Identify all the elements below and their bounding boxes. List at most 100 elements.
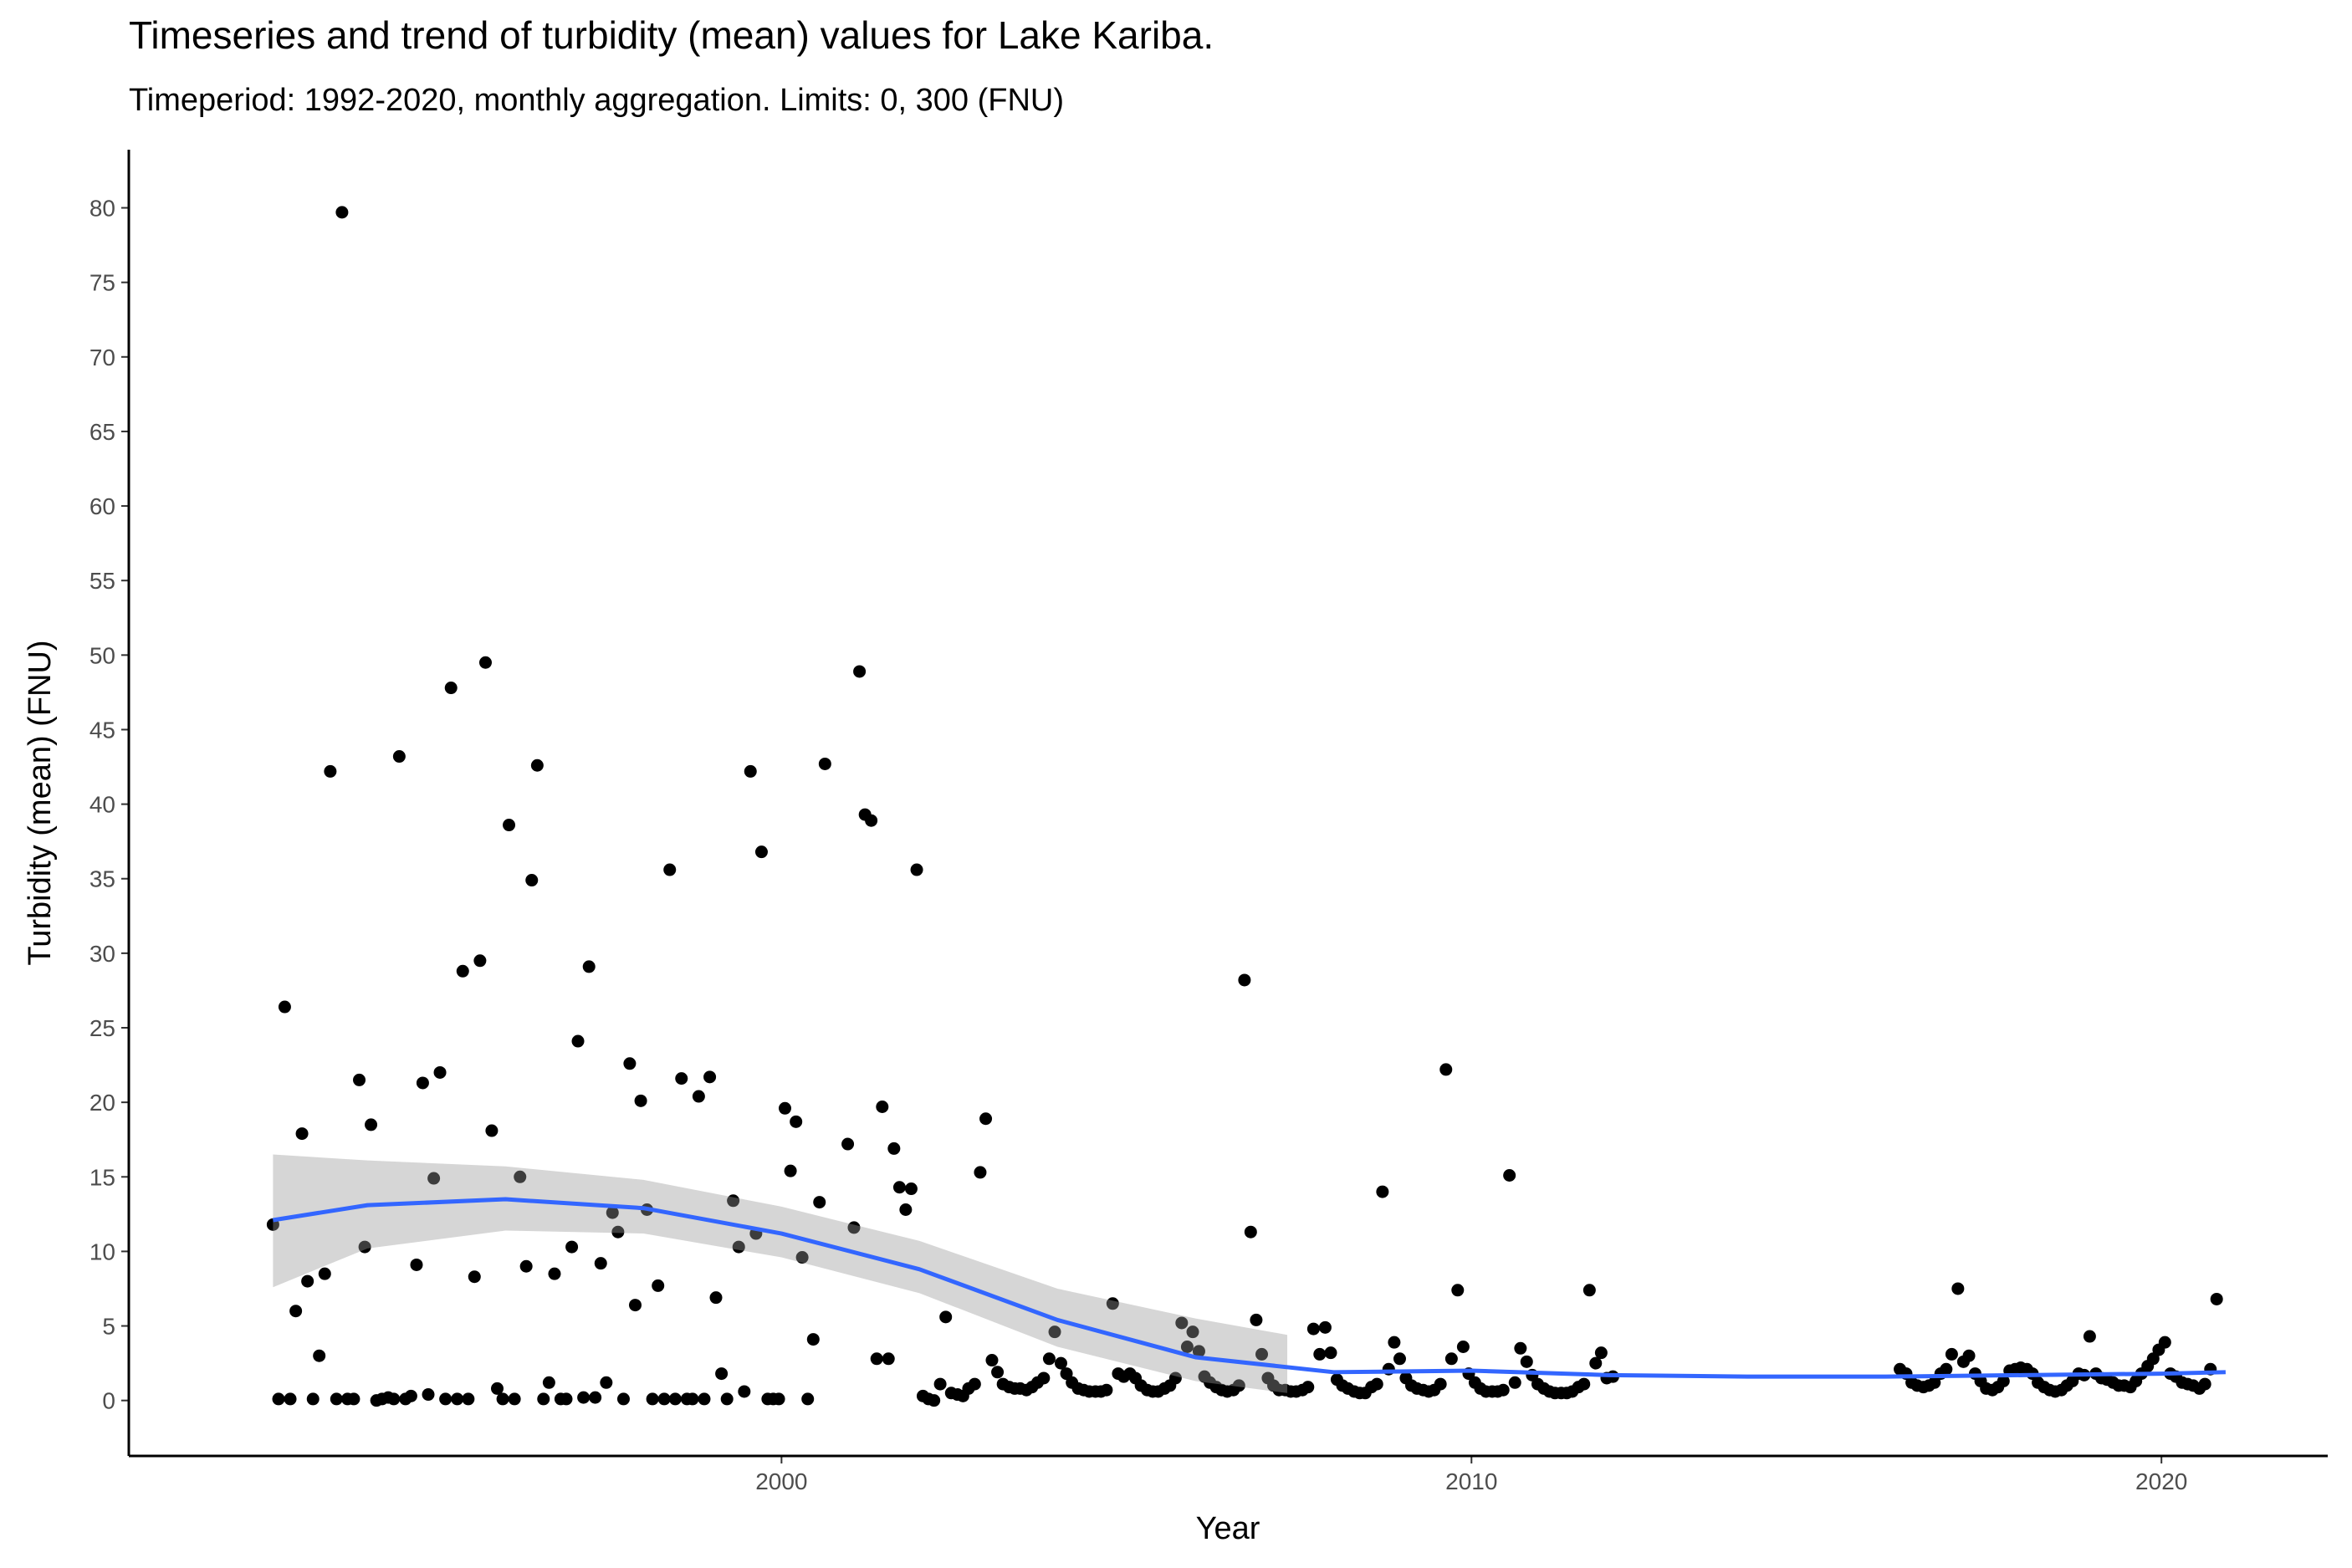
data-point: [1192, 1345, 1205, 1358]
data-point: [416, 1076, 429, 1090]
data-point: [537, 1392, 550, 1406]
data-point: [1928, 1376, 1941, 1389]
data-point: [1054, 1356, 1067, 1370]
data-point: [933, 1377, 947, 1391]
data-point: [853, 665, 867, 678]
data-point: [335, 206, 349, 219]
data-point: [968, 1377, 981, 1391]
data-point: [1238, 973, 1251, 987]
data-point: [289, 1305, 303, 1318]
data-point: [392, 750, 406, 764]
data-point: [1589, 1356, 1603, 1370]
data-point: [876, 1100, 889, 1113]
data-point: [530, 758, 544, 772]
data-point: [991, 1366, 1005, 1379]
y-tick-label: 55: [89, 568, 115, 594]
y-tick-label: 10: [89, 1239, 115, 1264]
data-point: [663, 863, 677, 876]
data-point: [468, 1270, 481, 1284]
data-point: [1324, 1346, 1337, 1360]
data-point: [709, 1291, 723, 1305]
data-point: [1951, 1282, 1965, 1295]
data-point: [1496, 1383, 1510, 1397]
data-point: [634, 1094, 647, 1107]
data-point: [600, 1376, 613, 1389]
data-point: [1060, 1367, 1073, 1381]
data-point: [2210, 1292, 2223, 1305]
data-point: [1042, 1352, 1056, 1366]
data-point: [1940, 1362, 1953, 1376]
data-point: [503, 819, 516, 832]
data-point: [1508, 1376, 1521, 1389]
data-point: [508, 1392, 521, 1406]
y-tick-label: 80: [89, 196, 115, 222]
data-point: [478, 656, 492, 669]
data-point: [715, 1367, 729, 1381]
data-point: [616, 1392, 630, 1406]
data-point: [813, 1196, 826, 1209]
data-point: [2146, 1352, 2160, 1366]
chart-title: Timeseries and trend of turbidity (mean)…: [129, 13, 1214, 57]
x-tick-label: 2020: [2135, 1468, 2187, 1494]
data-point: [330, 1392, 343, 1406]
data-point: [870, 1352, 883, 1366]
y-tick-label: 45: [89, 717, 115, 743]
data-point: [939, 1310, 953, 1324]
data-point: [1514, 1341, 1527, 1355]
data-point: [1376, 1185, 1389, 1198]
data-point: [324, 764, 337, 778]
data-point: [422, 1388, 435, 1402]
y-tick-label: 25: [89, 1015, 115, 1041]
data-point: [582, 960, 596, 973]
data-point: [1444, 1352, 1458, 1366]
data-point: [542, 1376, 555, 1389]
data-point: [1106, 1297, 1119, 1310]
data-point: [887, 1142, 901, 1155]
data-point: [847, 1221, 861, 1234]
x-tick-label: 2000: [755, 1468, 807, 1494]
data-point: [1393, 1352, 1406, 1366]
data-point: [318, 1267, 331, 1280]
data-point: [358, 1240, 371, 1254]
data-point: [865, 814, 878, 827]
data-point: [668, 1392, 682, 1406]
y-tick-label: 75: [89, 270, 115, 296]
data-point: [801, 1392, 815, 1406]
data-point: [818, 757, 831, 770]
data-point: [1250, 1313, 1263, 1326]
y-tick-label: 40: [89, 792, 115, 818]
data-point: [772, 1392, 785, 1406]
data-point: [433, 1065, 447, 1079]
confidence-band: [273, 1154, 1288, 1393]
data-point: [1997, 1375, 2010, 1388]
data-point: [1313, 1347, 1327, 1361]
data-point: [301, 1274, 314, 1288]
y-tick-label: 5: [102, 1314, 115, 1340]
data-point: [928, 1394, 941, 1407]
data-point: [1186, 1325, 1199, 1339]
data-point: [496, 1392, 509, 1406]
y-tick-label: 35: [89, 866, 115, 892]
y-tick-label: 60: [89, 493, 115, 519]
data-point: [790, 1115, 803, 1128]
data-point: [899, 1203, 913, 1216]
data-point: [571, 1034, 585, 1048]
data-point: [675, 1072, 688, 1085]
data-point: [623, 1057, 637, 1070]
data-point: [387, 1392, 401, 1406]
data-point: [611, 1225, 625, 1239]
data-point: [1175, 1316, 1189, 1330]
data-point: [1439, 1063, 1453, 1076]
data-point: [910, 863, 923, 876]
data-point: [738, 1385, 751, 1398]
data-point: [1370, 1377, 1383, 1391]
data-point: [347, 1392, 360, 1406]
y-tick-label: 15: [89, 1164, 115, 1190]
data-point: [985, 1354, 999, 1367]
y-tick-label: 50: [89, 642, 115, 668]
data-point: [686, 1392, 699, 1406]
y-tick-label: 70: [89, 345, 115, 370]
data-point: [1451, 1284, 1465, 1297]
y-tick-label: 20: [89, 1090, 115, 1116]
data-point: [1306, 1322, 1320, 1336]
